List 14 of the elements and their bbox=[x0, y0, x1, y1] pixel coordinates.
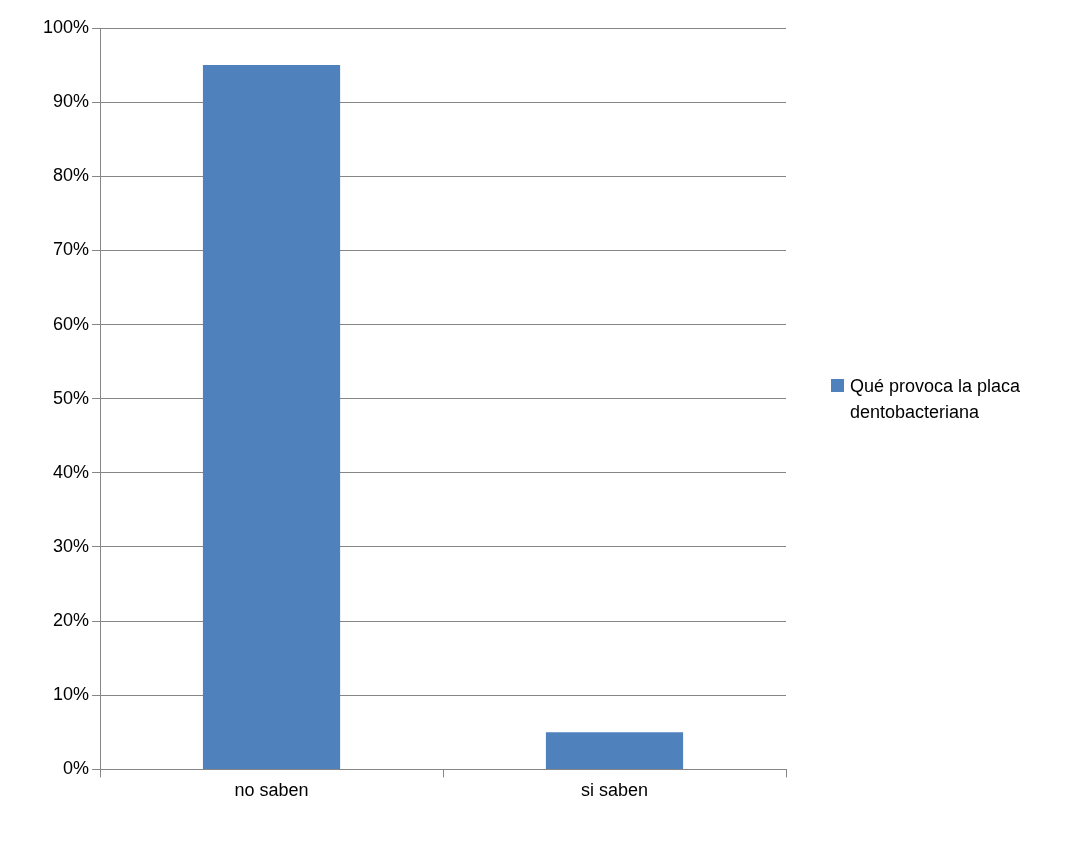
y-tick-label: 80% bbox=[53, 165, 90, 186]
y-tick-label: 70% bbox=[53, 239, 90, 260]
legend-label: Qué provoca la placa dentobacteriana bbox=[850, 374, 1022, 424]
y-tick-label: 100% bbox=[42, 16, 90, 37]
x-tick-label: si saben bbox=[580, 780, 649, 801]
x-tick-label: no saben bbox=[234, 780, 309, 801]
y-tick-label: 0% bbox=[63, 758, 90, 779]
y-tick-label: 30% bbox=[53, 535, 90, 556]
y-tick-label: 60% bbox=[53, 313, 90, 334]
y-tick-label: 50% bbox=[53, 387, 90, 408]
y-tick-label: 20% bbox=[53, 610, 90, 631]
y-tick-label: 40% bbox=[53, 461, 90, 482]
y-tick-label: 10% bbox=[53, 684, 90, 705]
y-tick-label: 90% bbox=[53, 91, 90, 112]
